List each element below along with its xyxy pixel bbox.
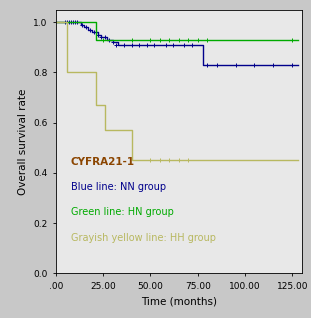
Text: Grayish yellow line: HH group: Grayish yellow line: HH group	[71, 232, 216, 243]
Text: Green line: HN group: Green line: HN group	[71, 207, 174, 218]
X-axis label: Time (months): Time (months)	[141, 296, 217, 306]
Text: CYFRA21-1: CYFRA21-1	[71, 157, 135, 167]
Y-axis label: Overall survival rate: Overall survival rate	[18, 88, 28, 195]
Text: Blue line: NN group: Blue line: NN group	[71, 183, 166, 192]
